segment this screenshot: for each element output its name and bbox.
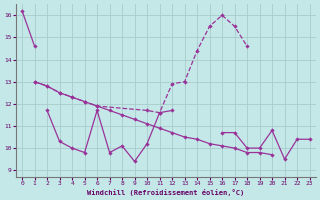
X-axis label: Windchill (Refroidissement éolien,°C): Windchill (Refroidissement éolien,°C) (87, 189, 244, 196)
